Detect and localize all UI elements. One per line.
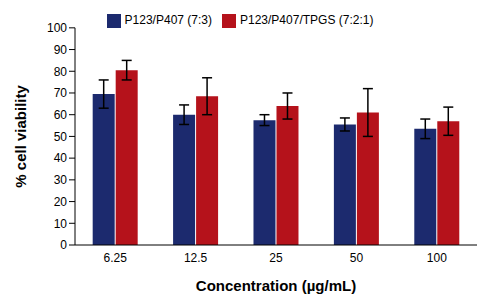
svg-text:50: 50 (54, 130, 68, 144)
svg-text:30: 30 (54, 173, 68, 187)
svg-text:10: 10 (54, 217, 68, 231)
svg-text:12.5: 12.5 (184, 251, 208, 265)
svg-text:100: 100 (47, 21, 67, 35)
svg-text:90: 90 (54, 43, 68, 57)
svg-text:20: 20 (54, 195, 68, 209)
svg-text:6.25: 6.25 (104, 251, 128, 265)
svg-text:80: 80 (54, 65, 68, 79)
svg-text:25: 25 (269, 251, 283, 265)
svg-text:Concentration (µg/mL): Concentration (µg/mL) (196, 277, 356, 294)
svg-text:50: 50 (350, 251, 364, 265)
html-text:P123/P407 (7:3): P123/P407 (7:3) (124, 13, 212, 27)
svg-text:100: 100 (427, 251, 447, 265)
svg-text:% cell viability: % cell viability (12, 84, 29, 187)
svg-text:60: 60 (54, 108, 68, 122)
svg-text:0: 0 (60, 238, 67, 252)
html-text:P123/P407/TPGS (7:2:1): P123/P407/TPGS (7:2:1) (240, 13, 374, 27)
svg-text:70: 70 (54, 86, 68, 100)
svg-text:40: 40 (54, 151, 68, 165)
